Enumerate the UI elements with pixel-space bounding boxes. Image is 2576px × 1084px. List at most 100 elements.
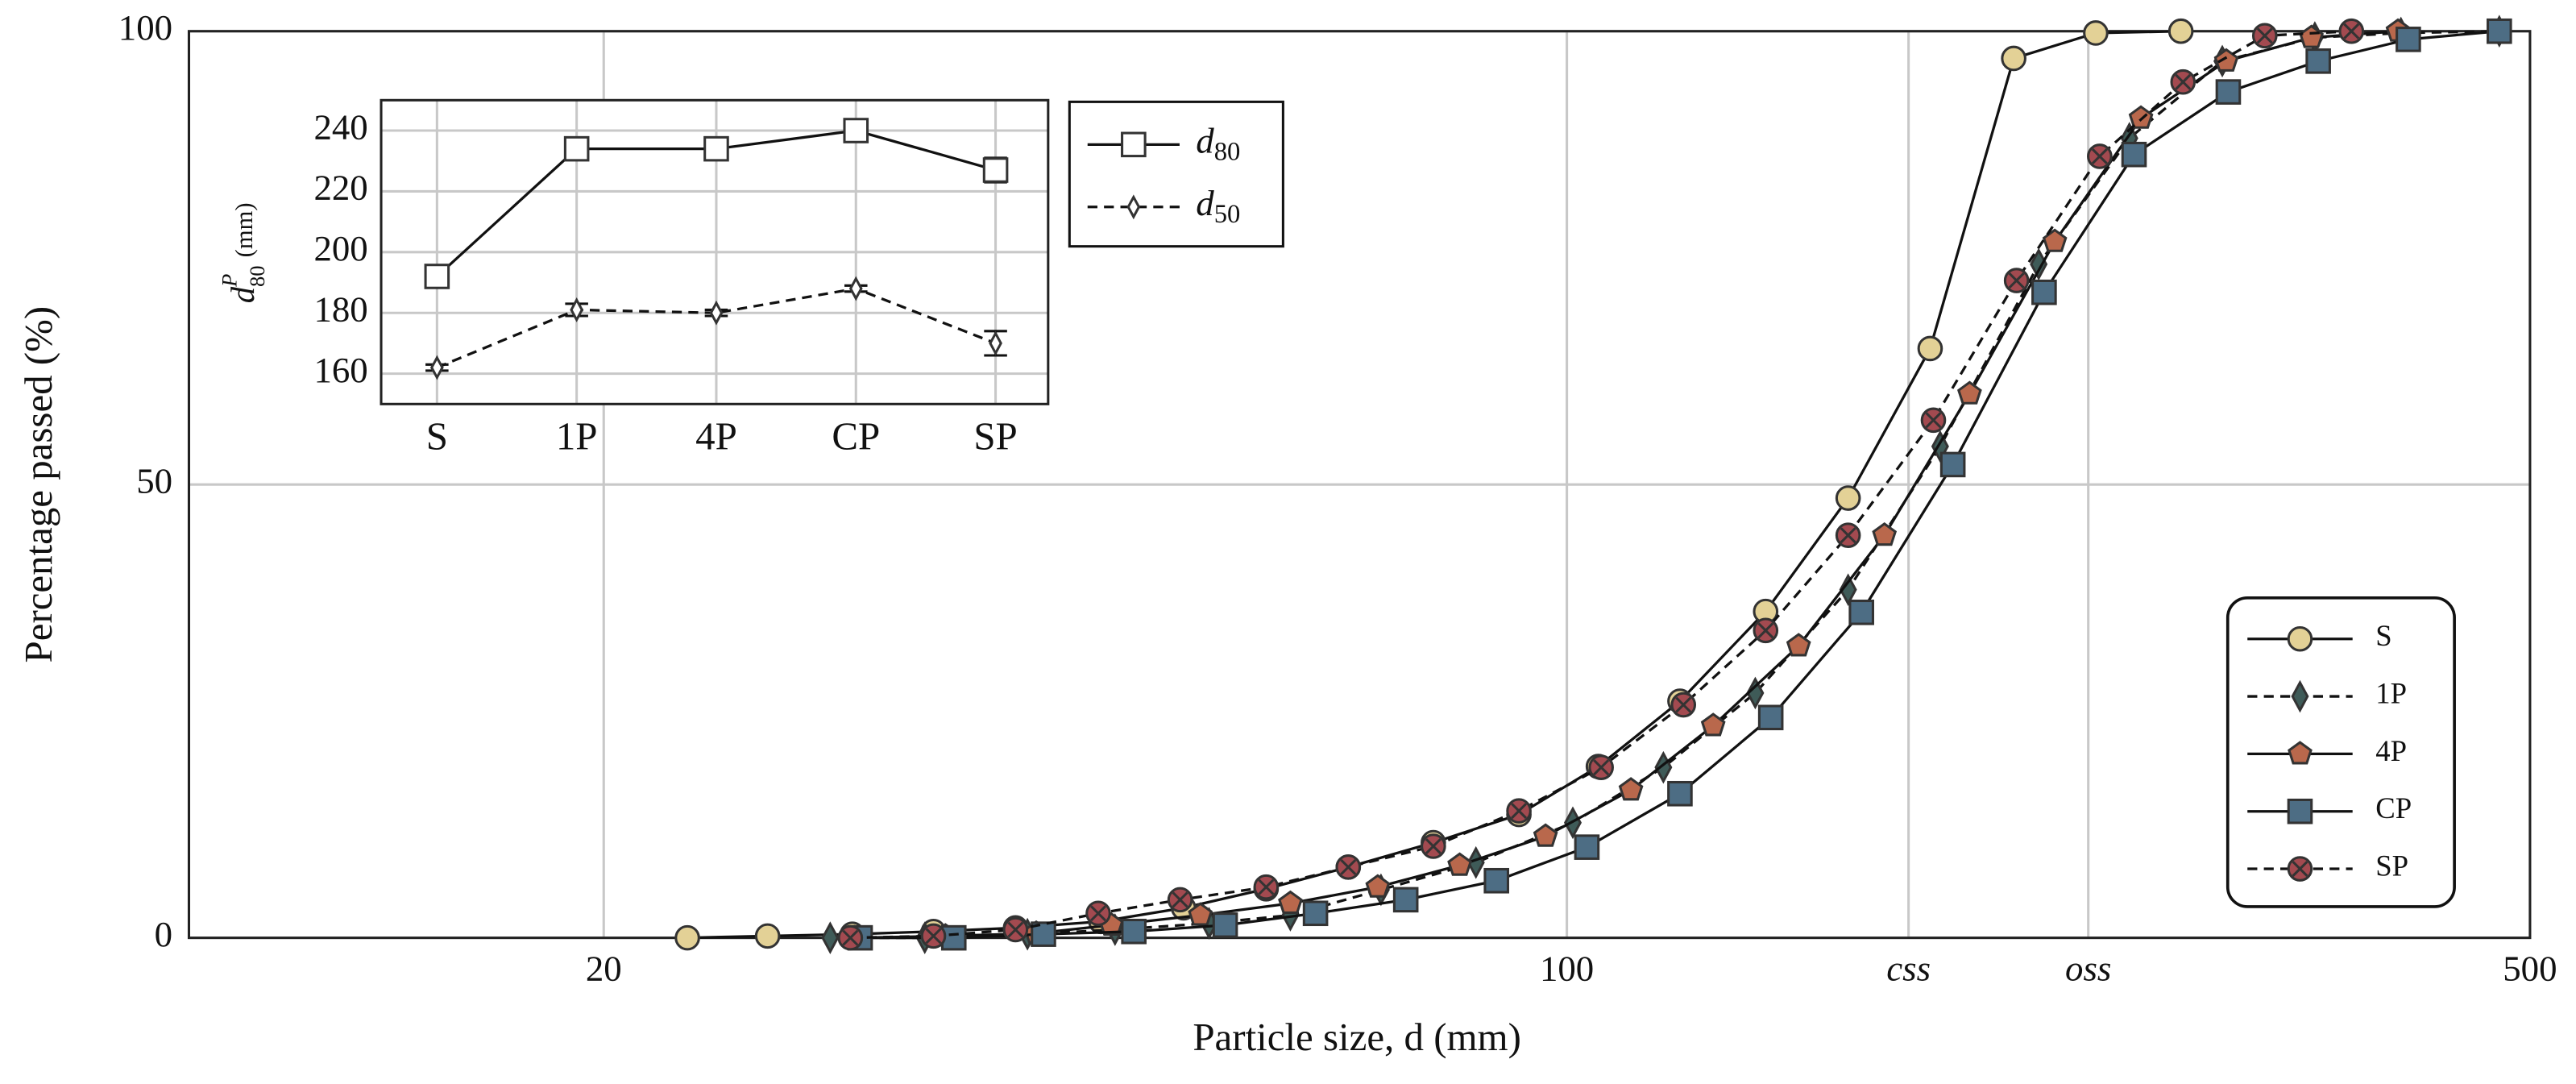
x-axis-label: Particle size, d (mm) (1193, 1015, 1521, 1059)
marker-cross (925, 928, 942, 945)
legend-label: S (2375, 619, 2391, 652)
inset-y-tick-label: 180 (313, 289, 367, 330)
marker (843, 118, 869, 143)
inset-y-axis-label: dP 80 (mm) (218, 202, 270, 303)
marker-cross (1340, 858, 1357, 875)
marker (1746, 676, 1765, 710)
marker (1085, 900, 1111, 927)
y-axis-label: Percentage passed (%) (16, 306, 60, 663)
marker-cross (1258, 878, 1275, 895)
marker (570, 297, 584, 322)
marker-cross (2175, 73, 2192, 90)
marker-cross (2292, 861, 2308, 877)
marker (2287, 856, 2313, 882)
marker-cross (1675, 696, 1692, 713)
marker-cross (1593, 759, 1610, 776)
marker (1939, 451, 1966, 478)
marker (1421, 833, 1446, 859)
label-part: d (225, 286, 261, 303)
marker-cross (1511, 803, 1528, 820)
label-part: d (1196, 183, 1214, 223)
inset-legend-box (1068, 100, 1284, 248)
legend-box (2225, 596, 2456, 908)
marker (1667, 780, 1693, 807)
marker (1126, 194, 1141, 220)
marker (989, 330, 1002, 356)
marker (1618, 777, 1644, 801)
marker (2167, 18, 2194, 44)
marker-cross (1840, 527, 1856, 544)
marker-cross (2091, 148, 2108, 164)
marker (1447, 852, 1472, 876)
marker (709, 300, 724, 326)
label-part: d (1196, 121, 1214, 161)
marker-cross (1172, 891, 1188, 908)
marker (1872, 522, 1898, 546)
marker (1188, 902, 1213, 926)
marker (2338, 18, 2365, 44)
marker (1835, 485, 1861, 511)
x-tick-label: css (1886, 949, 1931, 989)
marker (1121, 131, 1147, 158)
marker (1588, 754, 1614, 780)
marker (1753, 617, 1779, 644)
x-tick-label: 20 (586, 949, 622, 989)
marker (1574, 834, 1600, 860)
marker (920, 923, 947, 949)
legend-label: d80 (1196, 121, 1240, 167)
legend-label: d50 (1196, 183, 1240, 229)
marker (2288, 741, 2313, 765)
marker (1167, 887, 1193, 913)
marker (674, 924, 700, 951)
marker (429, 355, 444, 380)
marker (1335, 854, 1362, 880)
marker (2251, 23, 2278, 49)
marker (1917, 335, 1943, 362)
marker (1483, 867, 1510, 894)
marker (2213, 48, 2239, 72)
legend-label: CP (2375, 791, 2412, 824)
marker (2003, 268, 2030, 293)
marker (1392, 887, 1419, 913)
marker (1670, 692, 1697, 718)
marker-cross (842, 929, 859, 946)
marker (2396, 27, 2421, 52)
marker (1957, 380, 1982, 405)
y-tick-label: 100 (118, 7, 172, 48)
marker (2170, 69, 2196, 95)
inset-x-tick-label: 1P (556, 413, 598, 458)
marker-cross (1425, 838, 1441, 854)
marker (821, 921, 840, 954)
marker (424, 264, 450, 289)
marker-cross (1757, 622, 1774, 639)
label-part: 80 (245, 266, 269, 287)
marker (2287, 625, 2313, 652)
marker (1848, 599, 1874, 625)
label-part: (mm) (230, 202, 258, 257)
marker-cross (2008, 272, 2025, 289)
inset-y-tick-label: 220 (313, 168, 367, 208)
marker (1757, 704, 1784, 731)
marker (1506, 798, 1532, 824)
label-part: 50 (1214, 200, 1241, 229)
x-tick-label: oss (2065, 949, 2111, 989)
inset-y-tick-label: 240 (313, 106, 367, 147)
marker-cross (1925, 412, 1942, 429)
marker (563, 135, 590, 162)
marker (2487, 18, 2512, 44)
marker (2121, 141, 2147, 168)
marker (1365, 874, 1391, 898)
marker (2287, 798, 2313, 824)
marker-cross (1090, 905, 1106, 922)
legend-label: SP (2375, 849, 2408, 882)
marker (1212, 912, 1238, 938)
inset-frame (380, 98, 1050, 405)
y-tick-label: 50 (136, 460, 172, 500)
marker (1002, 916, 1029, 943)
inset-x-tick-label: 4P (695, 413, 737, 458)
marker (1302, 900, 1329, 927)
marker (1700, 712, 1726, 737)
marker (1786, 633, 1811, 657)
marker (2031, 279, 2057, 305)
